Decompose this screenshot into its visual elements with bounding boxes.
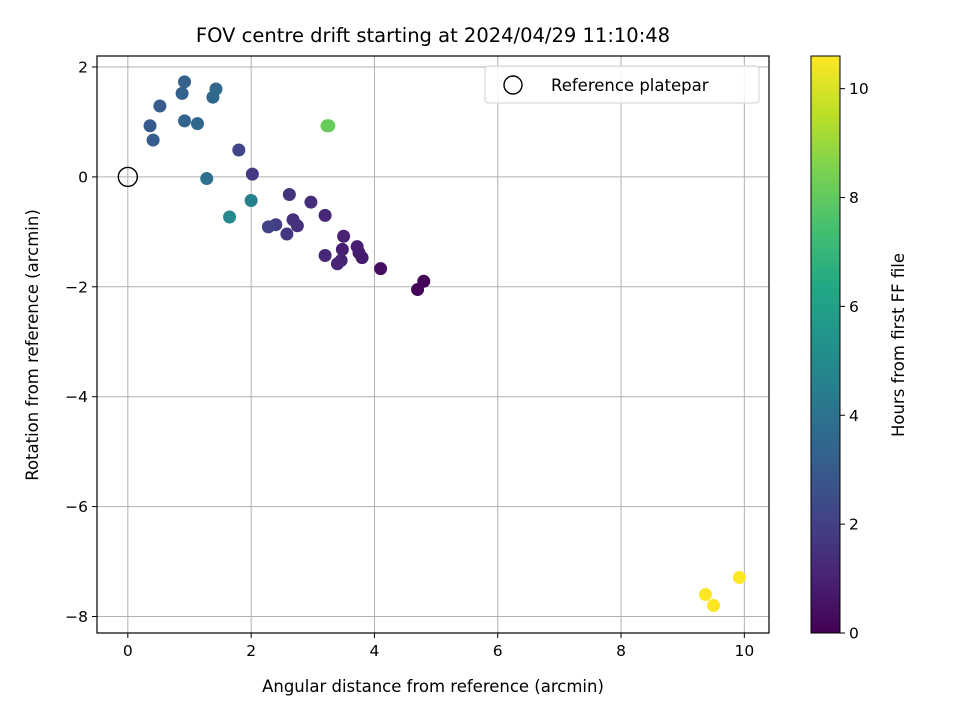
data-point [232,143,246,157]
y-tick-label: 0 [78,168,88,186]
x-tick-label: 8 [616,642,626,660]
data-point [209,82,223,96]
data-point [146,133,160,147]
data-point [261,220,275,234]
x-axis-label: Angular distance from reference (arcmin) [262,677,604,696]
data-point [223,210,237,224]
x-tick-label: 2 [246,642,256,660]
plot-frame [96,55,770,634]
x-axis-ticks: 0 2 4 6 8 10 [123,633,754,660]
grid [97,56,769,633]
y-tick-label: −4 [65,388,88,406]
y-axis-label: Rotation from reference (arcmin) [23,209,42,481]
x-tick-label: 4 [369,642,379,660]
x-tick-label: 0 [123,642,133,660]
data-point [335,242,349,256]
colorbar: 0 2 4 6 8 10 Hours from first FF file [810,55,908,643]
data-point [280,227,294,241]
legend-box [484,65,760,104]
data-point [153,99,167,113]
colorbar-tick-label: 10 [849,80,869,98]
reference-point-marker [117,166,139,188]
chart-title: FOV centre drift starting at 2024/04/29 … [196,24,670,47]
data-point [286,213,300,227]
y-axis-ticks: 2 0 −2 −4 −6 −8 [65,58,97,626]
legend-label: Reference platepar [551,76,709,95]
data-point [374,262,388,276]
colorbar-label: Hours from first FF file [889,253,908,437]
data-point [304,195,318,209]
data-point [337,229,351,243]
data-point [178,114,192,128]
x-tick-label: 10 [734,642,754,660]
colorbar-tick-label: 0 [849,625,859,643]
y-tick-label: 2 [78,58,88,76]
colorbar-tick-label: 2 [849,516,859,534]
data-point [411,283,425,297]
data-point [190,117,204,131]
y-tick-label: −6 [65,498,88,516]
data-point [318,248,332,262]
data-point [322,119,336,133]
data-point [707,599,721,613]
legend-marker [503,75,523,95]
data-point [200,172,214,186]
colorbar-ticks: 0 2 4 6 8 10 [840,80,869,643]
y-tick-label: −2 [65,278,88,296]
data-point [178,75,192,89]
legend: Reference platepar [484,65,760,104]
y-tick-label: −8 [65,608,88,626]
data-points [143,75,746,613]
data-point [698,588,712,602]
data-point [143,119,157,133]
colorbar-tick-label: 4 [849,407,859,425]
data-point [330,257,344,271]
x-tick-label: 6 [493,642,503,660]
data-point [732,570,746,584]
colorbar-tick-label: 6 [849,298,859,316]
colorbar-tick-label: 8 [849,189,859,207]
data-point [282,187,296,201]
data-point [350,240,364,254]
data-point [244,194,258,208]
data-point [318,208,332,222]
reference-marker-group [117,166,139,188]
data-point [245,167,259,181]
data-point [175,86,189,100]
colorbar-gradient [810,55,841,634]
